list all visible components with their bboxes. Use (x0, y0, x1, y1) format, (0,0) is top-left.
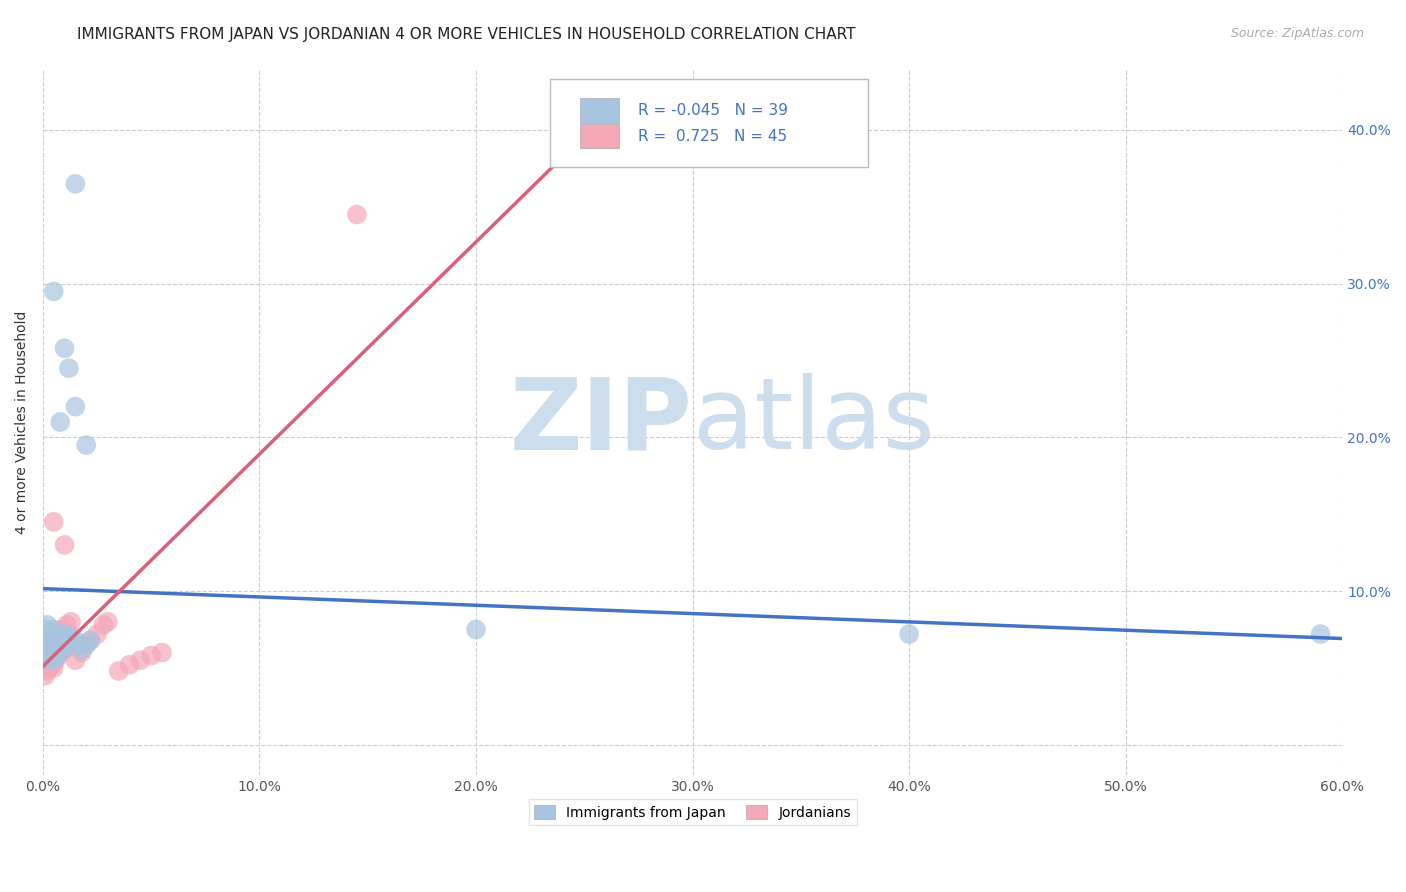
Point (42, 630, 65, 644)
Point (37, 640, 59, 654)
Point (79, 633, 101, 648)
Point (41, 627, 63, 641)
Point (45, 653, 67, 667)
Point (45, 633, 67, 648)
Point (34, 630, 56, 644)
Point (34, 630, 56, 644)
Text: Source: ZipAtlas.com: Source: ZipAtlas.com (1230, 27, 1364, 40)
Point (38, 648, 60, 663)
Y-axis label: 4 or more Vehicles in Household: 4 or more Vehicles in Household (15, 310, 30, 533)
Point (66, 638, 89, 652)
Point (79, 633, 101, 648)
Point (65, 177, 87, 191)
Point (55, 618, 77, 632)
Point (118, 657, 141, 672)
Point (65, 633, 87, 648)
Point (51, 623, 73, 637)
Point (37, 618, 59, 632)
FancyBboxPatch shape (550, 79, 868, 168)
Point (53, 623, 76, 637)
Point (38, 633, 60, 648)
Point (34, 653, 56, 667)
FancyBboxPatch shape (579, 98, 619, 123)
Point (70, 646, 93, 660)
Point (75, 638, 97, 652)
Point (70, 642, 93, 657)
Point (53, 640, 76, 655)
Point (38, 661, 60, 675)
Point (58, 627, 80, 641)
Point (37, 651, 59, 665)
Point (46, 630, 69, 644)
Point (93, 618, 115, 632)
Point (51, 642, 73, 657)
Point (42, 646, 65, 660)
Point (58, 361, 80, 376)
Point (34, 638, 56, 652)
Point (53, 538, 76, 552)
Point (34, 668, 56, 682)
Point (465, 623, 488, 637)
Point (37, 627, 59, 641)
Point (346, 207, 368, 221)
Point (86, 627, 108, 641)
Point (129, 653, 152, 667)
FancyBboxPatch shape (579, 124, 619, 148)
Point (37, 664, 59, 678)
Point (45, 633, 67, 648)
Point (42, 285, 65, 299)
Point (34, 642, 56, 657)
Point (53, 341, 76, 355)
Point (75, 638, 97, 652)
Point (58, 633, 80, 648)
Point (49, 646, 72, 660)
Point (97, 615, 120, 629)
Point (41, 648, 63, 663)
Point (46, 648, 69, 663)
Point (41, 633, 63, 648)
Point (37, 630, 59, 644)
Point (60, 615, 83, 629)
Point (41, 642, 63, 657)
Point (107, 664, 129, 678)
Point (1309, 627, 1331, 641)
Text: atlas: atlas (693, 374, 934, 470)
Point (49, 627, 72, 641)
Point (75, 438, 97, 452)
Text: IMMIGRANTS FROM JAPAN VS JORDANIAN 4 OR MORE VEHICLES IN HOUSEHOLD CORRELATION C: IMMIGRANTS FROM JAPAN VS JORDANIAN 4 OR … (77, 27, 856, 42)
Text: R =  0.725   N = 45: R = 0.725 N = 45 (638, 128, 787, 144)
Point (42, 638, 65, 652)
Point (65, 400, 87, 414)
Text: ZIP: ZIP (510, 374, 693, 470)
Point (150, 646, 173, 660)
Point (42, 515, 65, 529)
Point (51, 638, 73, 652)
Legend: Immigrants from Japan, Jordanians: Immigrants from Japan, Jordanians (529, 799, 856, 825)
Point (38, 653, 60, 667)
Point (141, 648, 163, 663)
Point (898, 627, 921, 641)
Point (42, 661, 65, 675)
Point (34, 623, 56, 637)
Point (38, 630, 60, 644)
Point (46, 642, 69, 657)
Point (65, 653, 87, 667)
Point (37, 646, 59, 660)
Point (53, 642, 76, 657)
Point (49, 630, 72, 644)
Point (38, 642, 60, 657)
Point (41, 657, 63, 672)
Point (60, 630, 83, 644)
Point (49, 415, 72, 429)
Point (42, 623, 65, 637)
Text: R = -0.045   N = 39: R = -0.045 N = 39 (638, 103, 787, 118)
Point (37, 638, 59, 652)
Point (53, 627, 76, 641)
Point (42, 653, 65, 667)
Point (49, 646, 72, 660)
Point (45, 648, 67, 663)
